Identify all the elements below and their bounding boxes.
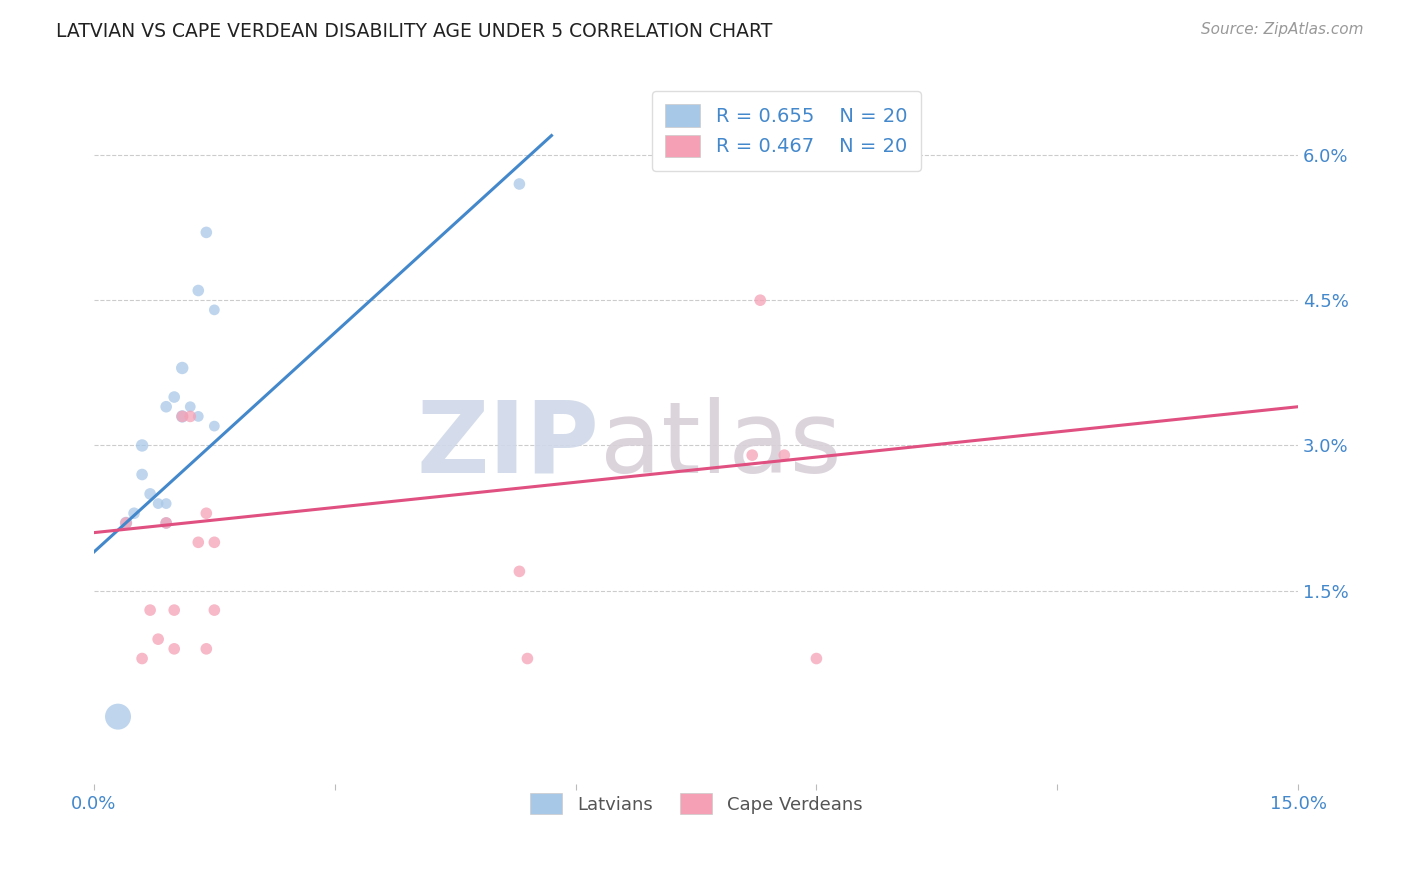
Point: [202, 419, 225, 434]
Point: [508, 177, 530, 191]
Text: atlas: atlas: [600, 397, 841, 493]
Point: [155, 400, 177, 414]
Point: [195, 506, 218, 520]
Point: [187, 409, 209, 424]
Point: [163, 390, 186, 404]
Point: [195, 641, 218, 656]
Point: [508, 565, 530, 579]
Text: LATVIAN VS CAPE VERDEAN DISABILITY AGE UNDER 5 CORRELATION CHART: LATVIAN VS CAPE VERDEAN DISABILITY AGE U…: [56, 22, 773, 41]
Text: Source: ZipAtlas.com: Source: ZipAtlas.com: [1201, 22, 1364, 37]
Point: [146, 497, 169, 511]
Text: ZIP: ZIP: [416, 397, 600, 493]
Point: [179, 409, 201, 424]
Point: [741, 448, 763, 462]
Point: [155, 497, 177, 511]
Point: [172, 409, 194, 424]
Point: [115, 516, 138, 530]
Point: [172, 361, 194, 376]
Point: [155, 516, 177, 530]
Point: [202, 535, 225, 549]
Point: [163, 641, 186, 656]
Point: [806, 651, 828, 665]
Point: [516, 651, 538, 665]
Point: [131, 651, 153, 665]
Point: [131, 467, 153, 482]
Point: [202, 302, 225, 317]
Point: [202, 603, 225, 617]
Point: [115, 516, 138, 530]
Point: [749, 293, 772, 308]
Point: [773, 448, 796, 462]
Point: [139, 487, 162, 501]
Point: [155, 516, 177, 530]
Point: [187, 284, 209, 298]
Point: [146, 632, 169, 647]
Point: [131, 438, 153, 452]
Point: [195, 226, 218, 240]
Point: [187, 535, 209, 549]
Point: [179, 400, 201, 414]
Point: [163, 603, 186, 617]
Point: [122, 506, 145, 520]
Legend: Latvians, Cape Verdeans: Latvians, Cape Verdeans: [519, 782, 873, 825]
Point: [139, 603, 162, 617]
Point: [107, 709, 129, 723]
Point: [172, 409, 194, 424]
